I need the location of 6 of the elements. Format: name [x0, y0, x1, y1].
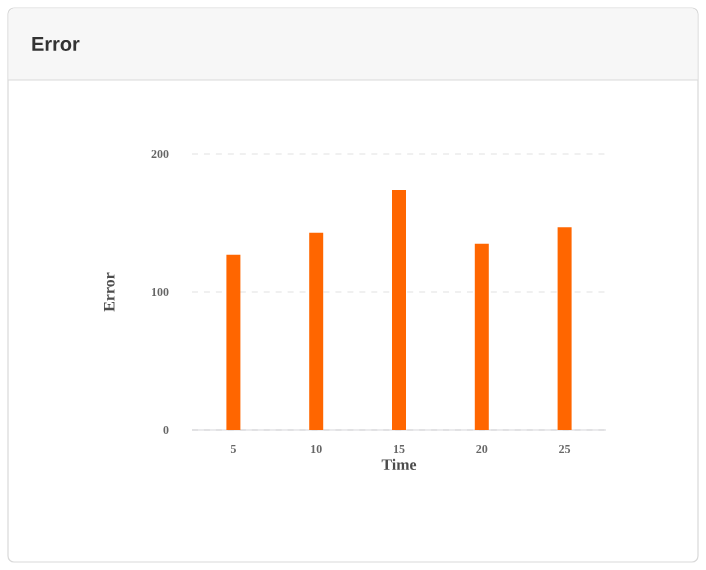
chart-title: Error [32, 37, 80, 51]
bar [557, 227, 572, 430]
bar [474, 243, 489, 430]
bar [392, 189, 406, 430]
bar [309, 232, 324, 430]
bar [226, 254, 241, 430]
